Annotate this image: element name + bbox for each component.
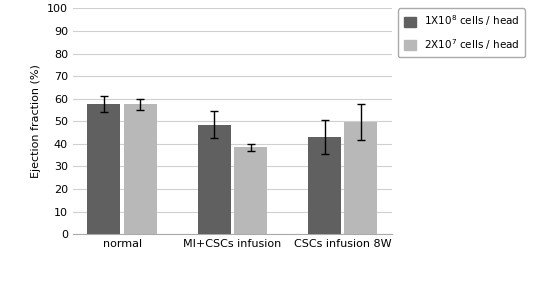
Bar <box>198 125 231 234</box>
Bar <box>344 122 377 234</box>
Bar <box>124 104 157 234</box>
Bar <box>87 104 120 234</box>
Bar <box>234 147 267 234</box>
Legend: 1X10$^8$ cells / head, 2X10$^7$ cells / head: 1X10$^8$ cells / head, 2X10$^7$ cells / … <box>398 8 525 57</box>
Bar <box>308 137 341 234</box>
Y-axis label: Ejection fraction (%): Ejection fraction (%) <box>31 64 41 178</box>
